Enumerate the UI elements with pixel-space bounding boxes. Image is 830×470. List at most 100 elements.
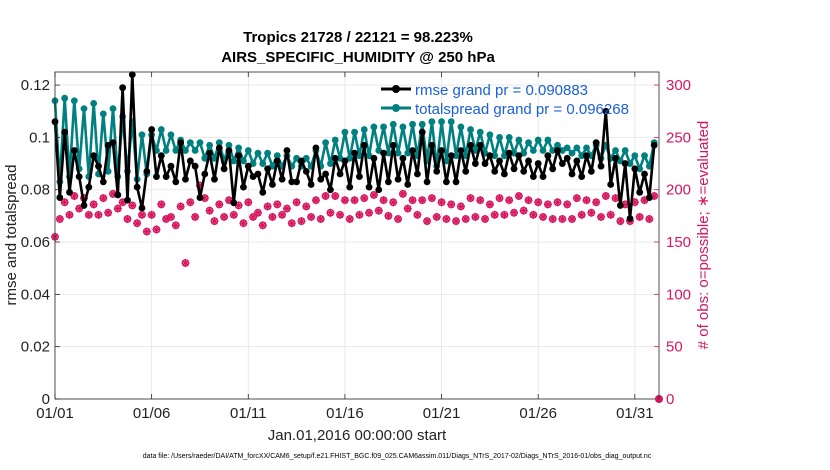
chart-subtitle: AIRS_SPECIFIC_HUMIDITY @ 250 hPa	[221, 49, 495, 66]
rmse-point	[467, 141, 474, 149]
rmse-point	[172, 178, 180, 186]
obs-evaluated-point	[442, 215, 451, 224]
obs-evaluated-point	[539, 212, 548, 221]
spread-point	[544, 136, 552, 144]
obs-evaluated-point	[611, 194, 620, 203]
rmse-point	[322, 170, 329, 178]
rmse-point	[500, 170, 508, 178]
rmse-point	[389, 141, 397, 149]
rmse-point	[99, 178, 107, 186]
spread-point	[621, 147, 629, 154]
obs-evaluated-point	[568, 215, 577, 224]
rmse-point	[626, 215, 634, 222]
spread-point	[636, 165, 644, 173]
rmse-point	[515, 152, 523, 160]
legend-label-spread: totalspread grand pr = 0.096268	[415, 101, 629, 118]
rmse-point	[558, 160, 566, 167]
obs-evaluated-point	[601, 191, 610, 200]
rmse-point	[80, 202, 88, 209]
x-tick-label: 01/06	[133, 405, 171, 422]
spread-point	[641, 152, 648, 160]
rmse-point	[302, 168, 310, 175]
y-tick-label-right: 300	[666, 77, 691, 94]
rmse-point	[225, 147, 233, 154]
obs-evaluated-point	[142, 227, 151, 236]
rmse-point	[471, 160, 479, 167]
obs-evaluated-point	[350, 196, 359, 205]
obs-evaluated-point	[577, 210, 586, 219]
spread-point	[215, 139, 223, 147]
rmse-point	[240, 183, 247, 191]
y-tick-label: 0.12	[21, 77, 50, 94]
spread-point	[61, 94, 69, 102]
x-axis-label: Jan.01,2016 00:00:00 start	[268, 427, 447, 444]
obs-evaluated-point	[529, 210, 538, 219]
rmse-point	[356, 173, 363, 181]
obs-evaluated-point	[244, 198, 253, 207]
chart-title: Tropics 21728 / 22121 = 98.223%	[243, 29, 473, 46]
spread-point	[476, 128, 484, 136]
obs-evaluated-point	[645, 215, 654, 224]
axis-ticks: 01/01 01/06 01/11 01/16 01/21 01/26 01/31 0 0.02…	[21, 72, 691, 422]
rmse-point	[346, 183, 354, 191]
rmse-point	[442, 178, 450, 186]
obs-evaluated-point	[205, 206, 214, 215]
rmse-point	[61, 128, 69, 136]
rmse-point	[418, 128, 426, 136]
spread-point	[568, 149, 576, 157]
obs-evaluated-point	[606, 210, 615, 219]
obs-evaluated-point	[311, 196, 320, 205]
obs-evaluated-point	[423, 217, 432, 226]
rmse-point	[583, 152, 590, 160]
spread-point	[428, 118, 436, 126]
rmse-point	[602, 107, 610, 115]
rmse-point	[307, 181, 315, 188]
rmse-point	[148, 126, 156, 133]
y-tick-label-right: 50	[666, 339, 683, 356]
rmse-point	[447, 152, 455, 160]
obs-evaluated-point	[336, 210, 345, 219]
spread-point	[573, 144, 581, 152]
rmse-point	[645, 194, 653, 201]
rmse-point	[481, 160, 489, 167]
rmse-point	[312, 144, 320, 152]
rmse-point	[153, 173, 160, 181]
spread-point	[99, 110, 107, 118]
spread-point	[394, 149, 402, 157]
y-tick-label: 0.02	[21, 339, 50, 356]
obs-evaluated-point	[476, 196, 485, 205]
spread-point	[182, 147, 189, 154]
rmse-point	[549, 165, 557, 173]
rmse-point	[109, 139, 117, 147]
obs-evaluated-point	[592, 198, 601, 207]
obs-evaluated-point	[278, 210, 287, 219]
obs-evaluated-point	[485, 200, 494, 209]
obs-evaluated-point	[137, 210, 146, 219]
x-tick-label: 01/01	[36, 405, 74, 422]
obs-evaluated-point	[316, 215, 325, 224]
rmse-point	[259, 188, 267, 196]
spread-point	[583, 144, 590, 152]
obs-evaluated-point	[340, 196, 349, 205]
spread-point	[70, 97, 78, 105]
rmse-point	[423, 178, 431, 186]
obs-evaluated-point	[297, 217, 306, 226]
obs-evaluated-point	[418, 196, 427, 205]
rmse-point	[587, 168, 595, 175]
y-tick-label: 0.06	[21, 234, 50, 251]
obs-evaluated-point	[113, 204, 122, 213]
rmse-point	[220, 165, 228, 173]
rmse-point	[563, 154, 571, 162]
rmse-point	[182, 175, 189, 183]
rmse-point	[370, 154, 378, 162]
rmse-point	[539, 173, 547, 181]
obs-evaluated-point	[558, 215, 567, 224]
y-tick-label-right: 250	[666, 129, 691, 146]
spread-point	[399, 123, 407, 131]
obs-evaluated-point	[263, 202, 272, 211]
spread-point	[201, 154, 209, 162]
y-axis-label-right: # of obs: o=possible; ∗=evaluated	[695, 121, 712, 350]
obs-evaluated-point	[70, 191, 79, 200]
rmse-point	[621, 160, 629, 167]
